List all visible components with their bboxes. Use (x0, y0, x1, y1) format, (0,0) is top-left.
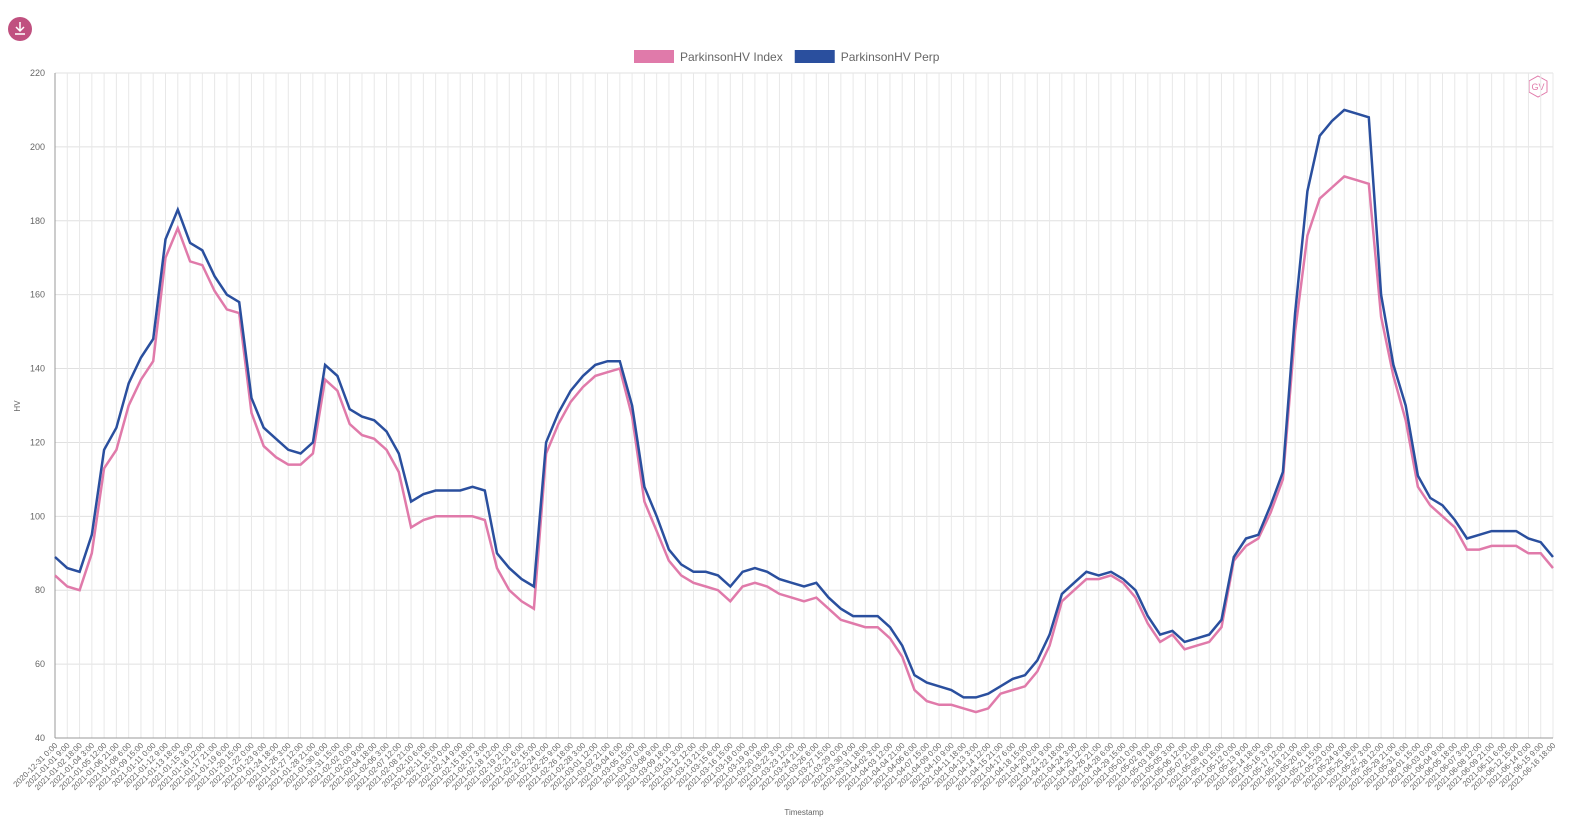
logo (1528, 75, 1548, 98)
y-tick-label: 180 (30, 216, 45, 226)
y-tick-label: 200 (30, 142, 45, 152)
x-axis-title: Timestamp (784, 808, 824, 817)
y-axis-title: HV (13, 400, 22, 412)
y-tick-label: 220 (30, 68, 45, 78)
y-tick-label: 160 (30, 290, 45, 300)
legend-label: ParkinsonHV Perp (841, 50, 940, 64)
y-tick-label: 100 (30, 511, 45, 521)
download-icon (15, 22, 25, 35)
legend-label: ParkinsonHV Index (680, 50, 783, 64)
logo-text: GV (1531, 82, 1544, 92)
legend-swatch (634, 50, 674, 63)
legend-swatch (794, 50, 835, 63)
y-tick-label: 40 (35, 733, 45, 743)
y-tick-label: 140 (30, 364, 45, 374)
y-tick-label: 120 (30, 437, 45, 447)
y-tick-label: 60 (35, 659, 45, 669)
line-series (54, 108, 1554, 699)
y-tick-label: 80 (35, 585, 45, 595)
line-series (54, 174, 1554, 714)
